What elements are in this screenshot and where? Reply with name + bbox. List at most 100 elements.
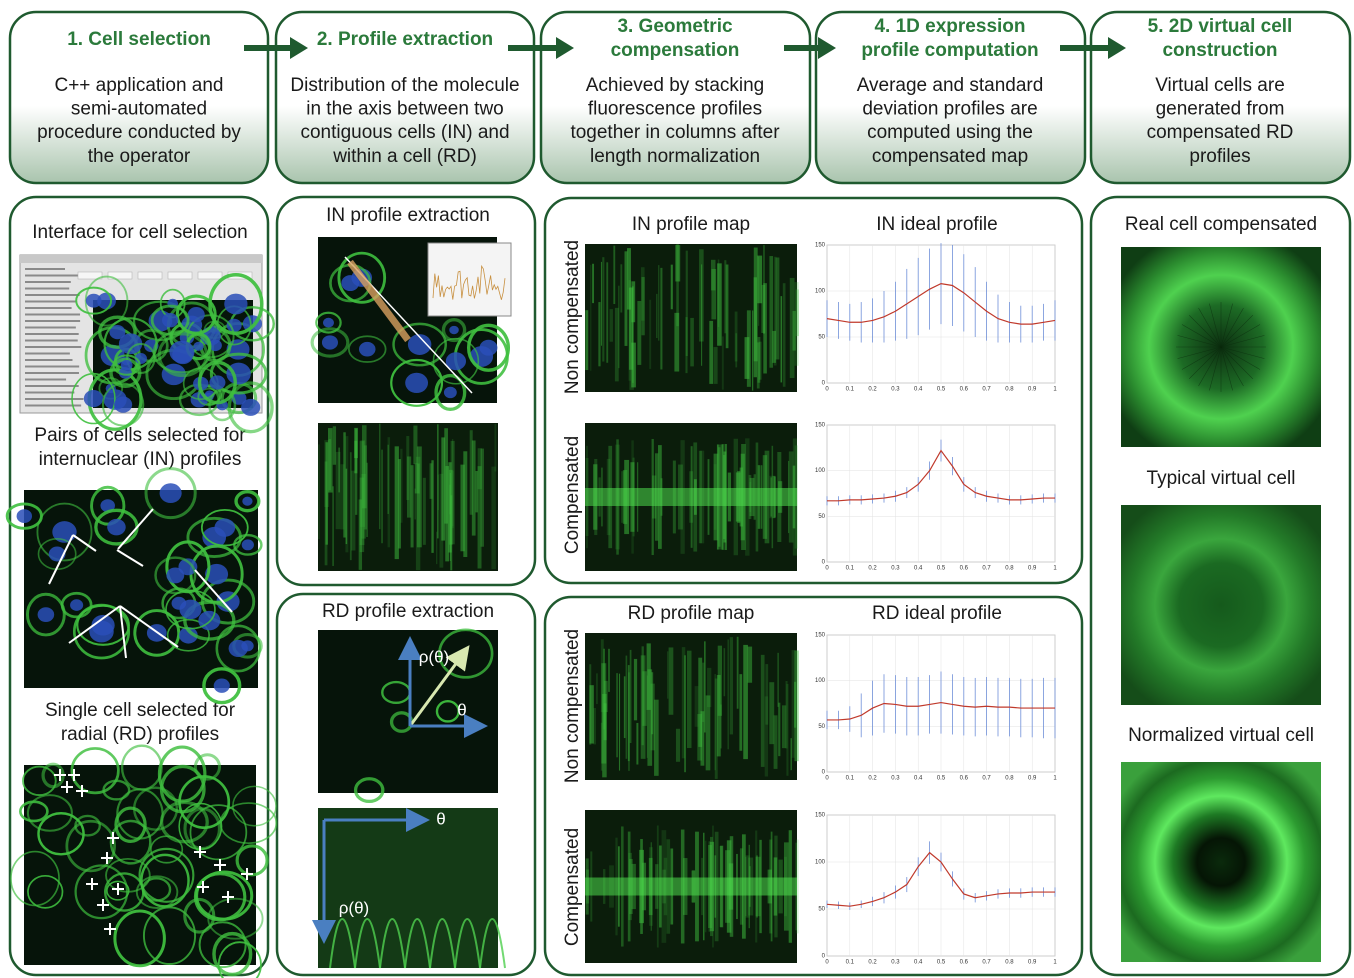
theta-label: θ	[457, 700, 466, 719]
mean-line	[827, 701, 1055, 721]
unwrapped-edge	[429, 918, 456, 969]
nucleus	[209, 375, 226, 390]
profile-band	[347, 259, 411, 343]
compensation-artifact	[1188, 314, 1222, 348]
screenshot-button	[197, 271, 223, 280]
step-text: within a cell (RD)	[332, 146, 477, 167]
profile-streak	[450, 440, 455, 545]
cell	[198, 921, 247, 969]
profile-streak	[717, 263, 722, 346]
x-tick-label: 0.2	[868, 960, 877, 966]
cell	[120, 744, 163, 791]
step-text: compensated map	[872, 146, 1028, 167]
profile-streak	[773, 256, 777, 366]
step-box	[814, 10, 1087, 185]
profile-streak	[781, 705, 787, 749]
profile-streak	[429, 463, 433, 499]
profile-streak	[772, 330, 776, 363]
profile-streak	[604, 680, 608, 713]
profile-streak	[585, 310, 589, 371]
profile-streak	[757, 336, 761, 383]
profile-streak	[769, 682, 775, 745]
profile-streak	[618, 285, 620, 369]
profile-streak	[640, 655, 646, 759]
profile-streak	[676, 244, 679, 327]
x-tick-label: 0.8	[1005, 387, 1014, 393]
profile-streak	[613, 245, 616, 305]
unwrapped-edge	[479, 918, 506, 969]
profile-map	[318, 423, 498, 571]
profile-streak	[381, 449, 383, 544]
x-tick-label: 0.3	[891, 566, 900, 572]
y-tick-label: 50	[818, 907, 825, 913]
pair-link	[48, 534, 74, 585]
profile-streak	[646, 675, 648, 758]
profile-streak	[716, 674, 721, 757]
profile-streak	[343, 432, 346, 538]
step-text: C++ application and	[54, 75, 223, 96]
profile-streak	[763, 283, 767, 374]
x-tick-label: 0.7	[982, 776, 991, 782]
profile-streak	[707, 667, 712, 708]
profile-streak	[646, 643, 651, 710]
profile-streak	[675, 245, 681, 282]
cell	[101, 382, 145, 427]
x-tick-label: 0.9	[1028, 387, 1037, 393]
y-tick-label: 50	[818, 724, 825, 730]
nucleus	[109, 325, 126, 340]
cell	[233, 533, 263, 556]
profile-streak	[448, 469, 453, 545]
profile-streak	[651, 672, 654, 735]
step-title: compensation	[611, 40, 740, 61]
cell	[441, 318, 467, 343]
profile-streak	[628, 672, 630, 771]
profile-streak	[668, 647, 674, 715]
profile-streak	[596, 673, 598, 705]
profile-streak	[398, 459, 401, 549]
profile-streak	[628, 287, 634, 370]
profile-streak	[795, 839, 799, 934]
profile-streak	[736, 636, 739, 709]
profile-band	[585, 488, 797, 506]
profile-streak	[793, 681, 797, 728]
step-text: Virtual cells are	[1155, 75, 1285, 96]
nucleus	[193, 341, 204, 351]
pair-link	[116, 549, 144, 567]
micrograph	[318, 630, 498, 793]
nucleus	[52, 521, 77, 543]
screenshot-text	[25, 365, 80, 368]
theta-label: θ	[436, 809, 445, 828]
cell	[390, 358, 444, 407]
cell	[84, 275, 129, 327]
profile-streak	[778, 702, 781, 757]
nucleus	[187, 307, 205, 323]
screenshot-text	[25, 398, 84, 400]
screenshot-text	[25, 281, 71, 283]
profile-streak	[354, 427, 358, 459]
profile-streak	[760, 654, 765, 767]
y-tick-label: 150	[815, 633, 826, 639]
x-tick-label: 0.1	[846, 776, 855, 782]
arrow	[508, 37, 574, 59]
profile-streak	[628, 280, 632, 381]
profile-streak	[654, 699, 659, 776]
y-tick-label: 100	[815, 468, 826, 474]
y-tick-label: 100	[815, 860, 826, 866]
nucleus	[159, 483, 182, 504]
profile-streak	[475, 471, 478, 513]
profile-streak	[625, 655, 628, 759]
profile-streak	[641, 277, 645, 336]
cell	[36, 502, 93, 562]
profile-streak	[632, 286, 634, 383]
profile-streak	[359, 441, 365, 545]
cell	[65, 819, 116, 873]
nucleus	[205, 563, 229, 585]
profile-streak	[592, 263, 595, 304]
compensation-artifact	[1220, 346, 1254, 380]
profile-streak	[717, 645, 723, 716]
cell	[219, 802, 278, 845]
screenshot-text	[25, 352, 70, 355]
caption: Pairs of cells selected for	[34, 425, 246, 446]
x-tick-label: 1	[1053, 566, 1057, 572]
